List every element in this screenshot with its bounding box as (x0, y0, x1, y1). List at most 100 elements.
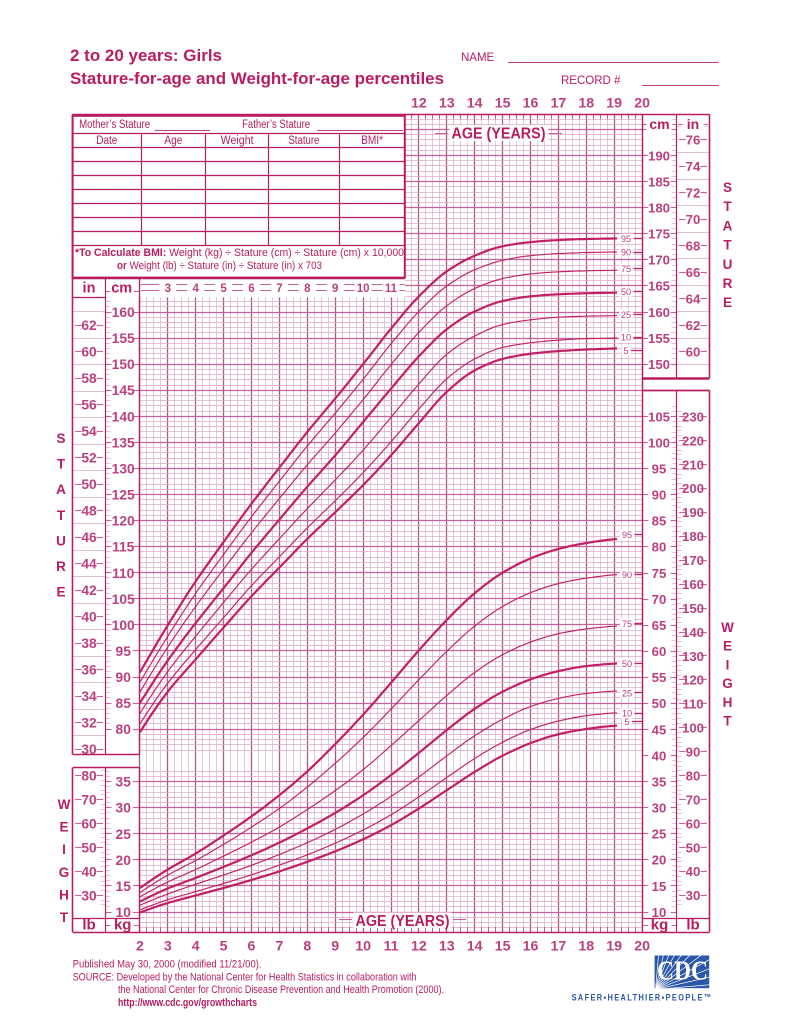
svg-text:9: 9 (332, 283, 338, 295)
svg-text:7: 7 (276, 283, 282, 295)
svg-text:135: 135 (112, 435, 135, 450)
svg-text:150: 150 (648, 357, 670, 372)
svg-text:T: T (723, 199, 732, 214)
svg-text:25: 25 (621, 310, 631, 320)
svg-text:35: 35 (652, 774, 667, 789)
svg-text:95: 95 (116, 644, 132, 659)
svg-text:95: 95 (622, 530, 632, 540)
svg-text:180: 180 (648, 201, 670, 216)
svg-text:Father’s Stature: Father’s Stature (242, 119, 310, 131)
svg-text:160: 160 (112, 305, 135, 320)
svg-text:160: 160 (648, 305, 670, 320)
svg-text:10: 10 (652, 905, 667, 920)
svg-text:16: 16 (523, 95, 539, 111)
svg-text:64: 64 (686, 292, 701, 307)
svg-text:15: 15 (495, 95, 511, 111)
svg-text:I: I (62, 842, 66, 857)
svg-text:19: 19 (606, 938, 622, 954)
svg-text:5: 5 (220, 938, 228, 954)
svg-text:A: A (723, 218, 733, 233)
svg-text:175: 175 (648, 227, 670, 242)
svg-text:145: 145 (112, 383, 135, 398)
svg-text:18: 18 (578, 95, 594, 111)
svg-text:Age: Age (164, 135, 182, 147)
svg-text:70: 70 (686, 212, 701, 227)
svg-text:72: 72 (686, 186, 701, 201)
svg-text:40: 40 (686, 864, 701, 879)
svg-text:AGE (YEARS): AGE (YEARS) (452, 126, 546, 143)
svg-text:40: 40 (652, 748, 667, 763)
svg-text:6: 6 (248, 938, 256, 954)
svg-text:90: 90 (652, 488, 667, 503)
svg-text:60: 60 (686, 816, 701, 831)
svg-text:14: 14 (467, 938, 483, 954)
svg-text:30: 30 (81, 742, 97, 757)
svg-text:50: 50 (81, 477, 97, 492)
svg-text:13: 13 (439, 938, 455, 954)
svg-text:cm: cm (649, 116, 669, 132)
svg-text:30: 30 (652, 801, 667, 816)
svg-text:20: 20 (634, 95, 650, 111)
svg-text:60: 60 (81, 345, 97, 360)
svg-text:190: 190 (682, 505, 704, 520)
svg-text:40: 40 (81, 610, 97, 625)
svg-text:5: 5 (220, 283, 227, 295)
svg-text:10: 10 (355, 938, 371, 954)
svg-text:185: 185 (648, 174, 670, 189)
svg-text:35: 35 (116, 775, 132, 790)
svg-text:65: 65 (652, 618, 667, 633)
svg-text:7: 7 (275, 938, 283, 954)
svg-text:130: 130 (112, 462, 135, 477)
svg-text:10: 10 (622, 709, 632, 719)
svg-text:25: 25 (622, 688, 632, 698)
svg-text:75: 75 (622, 619, 632, 629)
svg-text:CDC: CDC (657, 956, 708, 986)
svg-text:E: E (723, 639, 732, 654)
svg-text:W: W (721, 620, 734, 635)
svg-text:Mother’s Stature: Mother’s Stature (79, 119, 150, 131)
svg-text:50: 50 (622, 659, 632, 669)
svg-text:50: 50 (81, 841, 97, 856)
svg-text:T: T (57, 457, 66, 472)
svg-text:115: 115 (112, 540, 135, 555)
svg-text:105: 105 (112, 592, 135, 607)
svg-text:4: 4 (192, 938, 200, 954)
svg-text:2: 2 (136, 938, 144, 954)
svg-text:110: 110 (112, 566, 135, 581)
svg-text:SOURCE: Developed by the Natio: SOURCE: Developed by the National Center… (73, 972, 417, 984)
svg-text:220: 220 (682, 433, 704, 448)
svg-text:15: 15 (116, 879, 132, 894)
svg-text:70: 70 (81, 793, 97, 808)
svg-text:4: 4 (192, 283, 199, 295)
svg-text:or Weight (lb) ÷ Stature (in): or Weight (lb) ÷ Stature (in) ÷ Stature … (117, 260, 322, 272)
svg-text:210: 210 (682, 457, 704, 472)
svg-text:120: 120 (112, 514, 135, 529)
svg-text:in: in (687, 116, 699, 132)
svg-text:T: T (60, 910, 69, 925)
svg-text:48: 48 (81, 504, 97, 519)
svg-text:20: 20 (634, 938, 650, 954)
svg-text:lb: lb (686, 917, 699, 934)
svg-text:54: 54 (81, 424, 97, 439)
svg-text:25: 25 (116, 827, 132, 842)
svg-text:18: 18 (578, 938, 594, 954)
svg-text:U: U (723, 257, 733, 272)
svg-text:12: 12 (411, 95, 427, 111)
svg-text:3: 3 (165, 283, 171, 295)
svg-text:3: 3 (164, 938, 172, 954)
svg-text:100: 100 (648, 435, 670, 450)
svg-text:10: 10 (357, 283, 370, 295)
svg-text:30: 30 (116, 801, 132, 816)
svg-text:125: 125 (112, 488, 135, 503)
svg-text:kg: kg (114, 917, 132, 934)
svg-text:105: 105 (648, 409, 670, 424)
svg-text:the National Center for Chroni: the National Center for Chronic Disease … (118, 984, 444, 996)
svg-text:14: 14 (467, 95, 483, 111)
svg-text:10: 10 (621, 333, 631, 343)
svg-text:Date: Date (96, 135, 117, 147)
svg-text:S: S (56, 431, 65, 446)
svg-text:20: 20 (116, 853, 132, 868)
svg-text:RECORD #: RECORD # (561, 75, 621, 87)
svg-text:5: 5 (624, 717, 629, 727)
svg-text:34: 34 (81, 689, 97, 704)
